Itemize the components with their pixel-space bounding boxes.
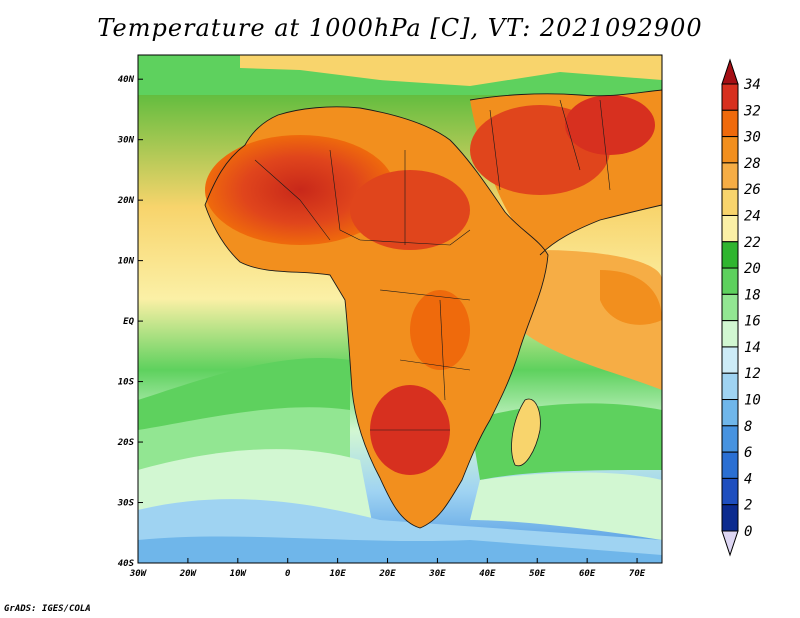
colorbar-label: 30: [743, 130, 761, 146]
colorbar-segment: [721, 83, 739, 111]
colorbar-segment: [721, 267, 739, 295]
sudan-hot-core: [350, 170, 470, 250]
lat-tick-label: EQ: [123, 317, 134, 327]
colorbar-label: 8: [744, 419, 752, 435]
colorbar-label: 20: [744, 261, 761, 277]
colorbar-label: 26: [744, 182, 761, 198]
colorbar-segment: [721, 136, 739, 164]
colorbar-label: 6: [744, 445, 752, 461]
colorbar-label: 12: [744, 366, 761, 382]
colorbar-label: 4: [744, 471, 752, 487]
madagascar: [511, 398, 541, 467]
lat-tick-label: 40S: [118, 559, 135, 569]
colorbar-label: 14: [744, 340, 761, 356]
axis-ticks: 30W 20W 10W 0 10E 20E 30E 40E 50E 60E 70E 40N 30N 20N…: [117, 75, 646, 579]
colorbar-label: 32: [743, 103, 761, 119]
lat-tick-label: 20S: [117, 438, 135, 448]
lat-tick-label: 20N: [117, 196, 135, 206]
lon-tick-label: 70E: [629, 569, 646, 579]
colorbar-segment: [721, 162, 739, 190]
lon-tick-label: 40E: [479, 569, 496, 579]
lon-tick-label: 20W: [179, 569, 198, 579]
colorbar-segment: [721, 372, 739, 401]
lon-tick-label: 60E: [579, 569, 596, 579]
iran-hot-core: [565, 95, 655, 155]
colorbar-label: 10: [744, 393, 761, 409]
central-africa-warm: [410, 290, 470, 370]
lat-tick-label: 30S: [117, 499, 135, 509]
lon-tick-label: 10W: [230, 569, 248, 579]
colorbar-bottom-arrow: [721, 530, 739, 557]
temperature-field: [138, 55, 662, 563]
lon-tick-label: 0: [285, 569, 291, 579]
colorbar-segment: [721, 214, 739, 243]
colorbar-label: 34: [743, 77, 761, 93]
lat-tick-label: 40N: [118, 75, 135, 85]
colorbar-segment: [721, 320, 739, 348]
lon-tick-label: 10E: [329, 569, 346, 579]
country-borders: [254, 99, 611, 431]
lon-tick-label: 50E: [529, 569, 546, 579]
southern-ocean-deepblue: [138, 536, 662, 563]
map-title: Temperature at 1000hPa [C], VT: 20210929…: [97, 14, 703, 42]
credit-text: GrADS: IGES/COLA: [4, 604, 91, 614]
lat-tick-label: 10S: [118, 378, 135, 388]
colorbar-segment: [721, 504, 739, 532]
sahara-hot-core: [205, 135, 395, 245]
colorbar-segment: [721, 241, 739, 269]
colorbar-label: 2: [744, 498, 752, 514]
colorbar-segment: [721, 451, 739, 479]
coastlines: [204, 89, 662, 529]
lon-tick-label: 30E: [428, 569, 446, 579]
lon-tick-label: 20E: [378, 569, 396, 579]
colorbar-segment: [721, 188, 739, 216]
mediterranean-warm: [240, 55, 662, 86]
map-frame: [137, 54, 663, 564]
colorbar-segment: [721, 425, 739, 453]
colorbar-segment: [721, 399, 739, 427]
colorbar-top-arrow: [721, 58, 739, 85]
lon-tick-label: 30W: [129, 569, 148, 579]
lat-tick-label: 10N: [118, 257, 135, 267]
colorbar-segment: [721, 346, 739, 374]
colorbar-label: 24: [744, 208, 761, 224]
south-indian-green: [470, 403, 662, 480]
colorbar-label: 16: [744, 314, 761, 330]
colorbar-segment: [721, 293, 739, 322]
colorbar-segment: [721, 109, 739, 138]
colorbar-label: 22: [744, 235, 761, 251]
south-indian-pale: [470, 472, 662, 540]
arabian-sea-warm: [600, 270, 662, 325]
colorbar-label: 18: [744, 287, 761, 303]
colorbar-label: 0: [744, 524, 752, 540]
colorbar-label: 28: [744, 156, 761, 172]
colorbar-segment: [721, 477, 739, 506]
lat-tick-label: 30N: [117, 136, 135, 146]
